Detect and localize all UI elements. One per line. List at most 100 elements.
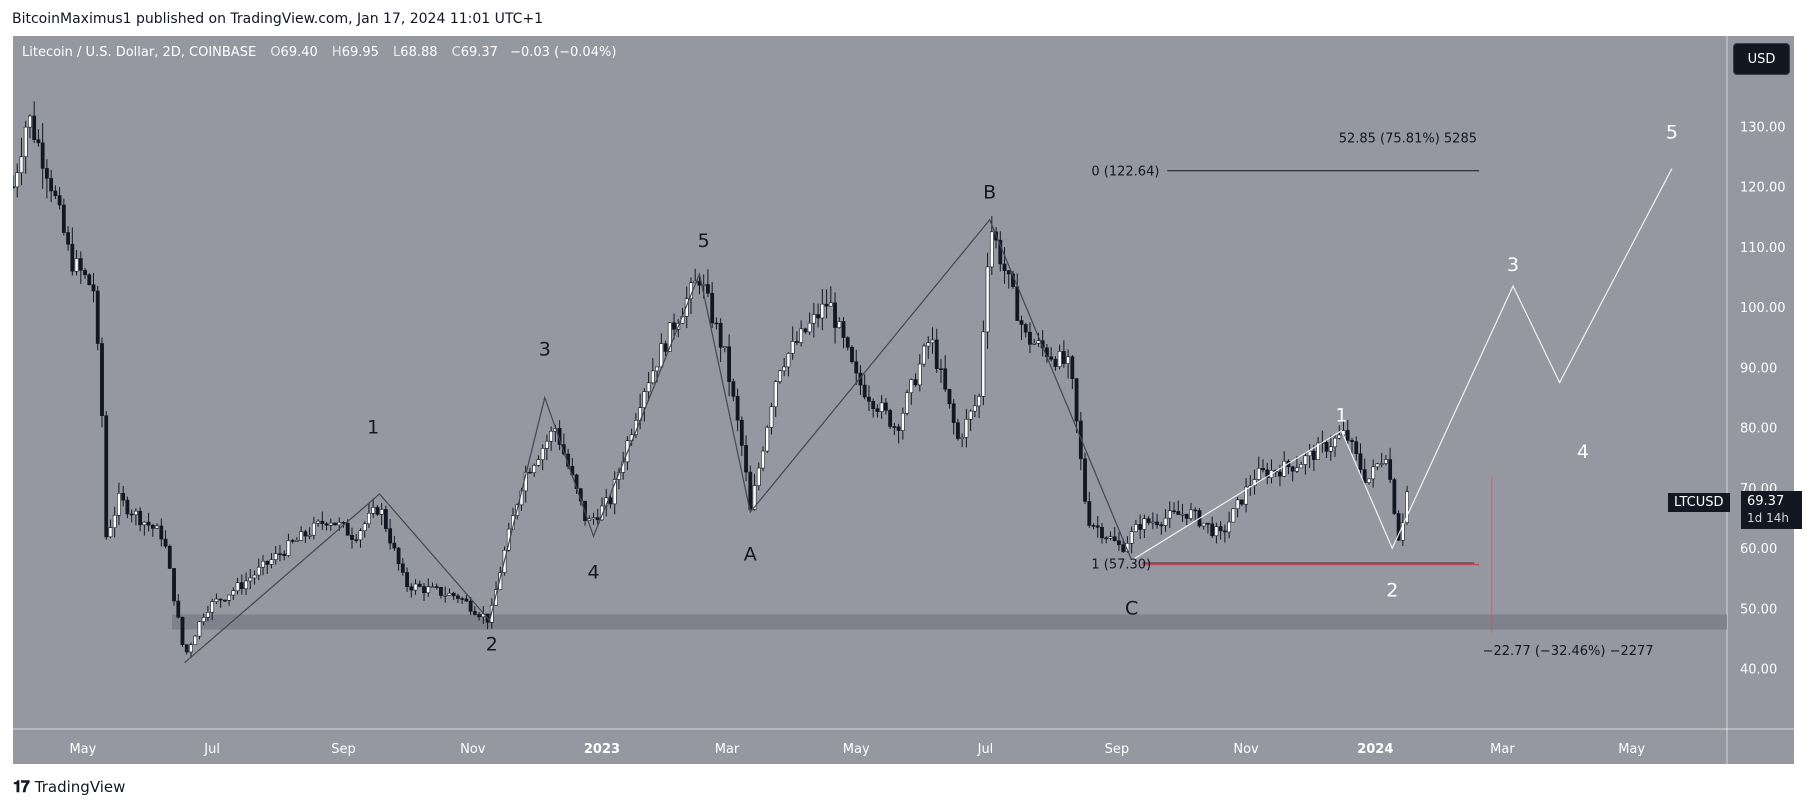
candle [816, 303, 820, 328]
candle [70, 227, 75, 276]
price-axis[interactable] [1727, 36, 1794, 729]
candle [735, 388, 740, 432]
x-tick-label: Jul [977, 742, 994, 757]
wave-label-white: 1 [1335, 405, 1347, 427]
candle [608, 494, 613, 509]
y-tick-label: 80.00 [1740, 422, 1777, 437]
candle [354, 533, 359, 543]
candle [1371, 459, 1376, 488]
candle [528, 467, 532, 474]
candle [960, 433, 965, 448]
candle [1375, 462, 1380, 471]
candle [1176, 500, 1181, 515]
candle [316, 519, 320, 527]
candle [1265, 462, 1270, 485]
candle [811, 302, 816, 338]
candle [1201, 522, 1206, 530]
candle [917, 354, 922, 392]
candle [328, 518, 333, 531]
candle [612, 471, 617, 515]
x-tick-label: Nov [460, 742, 486, 757]
candle [439, 586, 443, 599]
candle [426, 578, 431, 597]
candle [650, 358, 655, 385]
candle [1028, 322, 1032, 354]
x-tick-label: May [1618, 742, 1645, 757]
candle [443, 586, 448, 603]
candle [684, 286, 689, 329]
wave-label-black: B [983, 182, 996, 204]
candle [1290, 466, 1295, 482]
symbol-name[interactable]: Litecoin / U.S. Dollar, 2D, COINBASE [22, 45, 257, 60]
x-tick-label: May [843, 742, 870, 757]
open-label: O [270, 45, 281, 60]
candle [324, 521, 329, 531]
candle [53, 185, 58, 200]
candle [1367, 478, 1371, 485]
candle [718, 318, 723, 362]
candle [189, 642, 193, 658]
candle [879, 395, 884, 419]
candle [477, 611, 482, 621]
x-tick-label: Nov [1233, 742, 1259, 757]
candle [286, 533, 291, 558]
candle [663, 340, 668, 357]
chart-container[interactable]: 0 (122.64) 1 (57.30) 52.85 (75.81%) 5285 −2… [13, 36, 1802, 764]
candle [782, 357, 787, 376]
candle [265, 560, 270, 574]
candle [451, 591, 456, 601]
candle [850, 345, 854, 364]
candle [1400, 513, 1405, 547]
candle [396, 546, 401, 571]
candle [964, 408, 969, 448]
wave-path-white [1131, 168, 1673, 561]
candle [1256, 456, 1261, 481]
candle [1210, 516, 1215, 538]
candle [968, 409, 973, 432]
support-zone [171, 614, 1727, 630]
candle [896, 423, 901, 444]
candle [350, 527, 354, 549]
candle [1032, 338, 1037, 346]
symbol-legend[interactable]: Litecoin / U.S. Dollar, 2D, COINBASE O69… [22, 45, 616, 60]
candle [837, 317, 842, 329]
candle [417, 580, 422, 588]
candle [167, 544, 172, 569]
currency-button[interactable]: USD [1733, 43, 1790, 75]
candle [299, 526, 304, 541]
candle [1358, 443, 1363, 476]
candle [1095, 516, 1100, 538]
candle [1091, 523, 1096, 530]
tradingview-footer[interactable]: 𝟏𝟕 TradingView [13, 777, 125, 797]
candle [1078, 411, 1083, 471]
candle [1167, 501, 1172, 528]
candle [600, 497, 604, 521]
wave-label-black: A [744, 543, 757, 565]
last-price-tag: 69.37 1d 14h [1741, 491, 1802, 529]
candle [900, 407, 905, 440]
candle [727, 334, 732, 397]
candle [1354, 436, 1359, 461]
candle [1252, 469, 1257, 495]
candle [210, 598, 215, 621]
wave-label-white: 5 [1666, 121, 1678, 143]
candle [23, 120, 28, 174]
candle [307, 527, 312, 540]
wave-label-black: C [1125, 598, 1138, 620]
candle [752, 473, 757, 511]
candle [1206, 522, 1210, 534]
candle [468, 596, 473, 616]
time-axis[interactable] [13, 729, 1794, 764]
candle [201, 613, 206, 626]
fib-label-1: 1 (57.30) [1091, 557, 1151, 572]
candle [133, 508, 138, 526]
candle [1328, 435, 1333, 461]
candle [244, 572, 248, 595]
candle [100, 337, 104, 428]
candle [714, 317, 719, 330]
candle [1362, 458, 1367, 486]
bar-countdown: 1d 14h [1747, 511, 1789, 525]
price-chart[interactable]: 0 (122.64) 1 (57.30) 52.85 (75.81%) 5285 −2… [13, 36, 1794, 764]
candle [790, 326, 795, 360]
candle [820, 288, 825, 331]
